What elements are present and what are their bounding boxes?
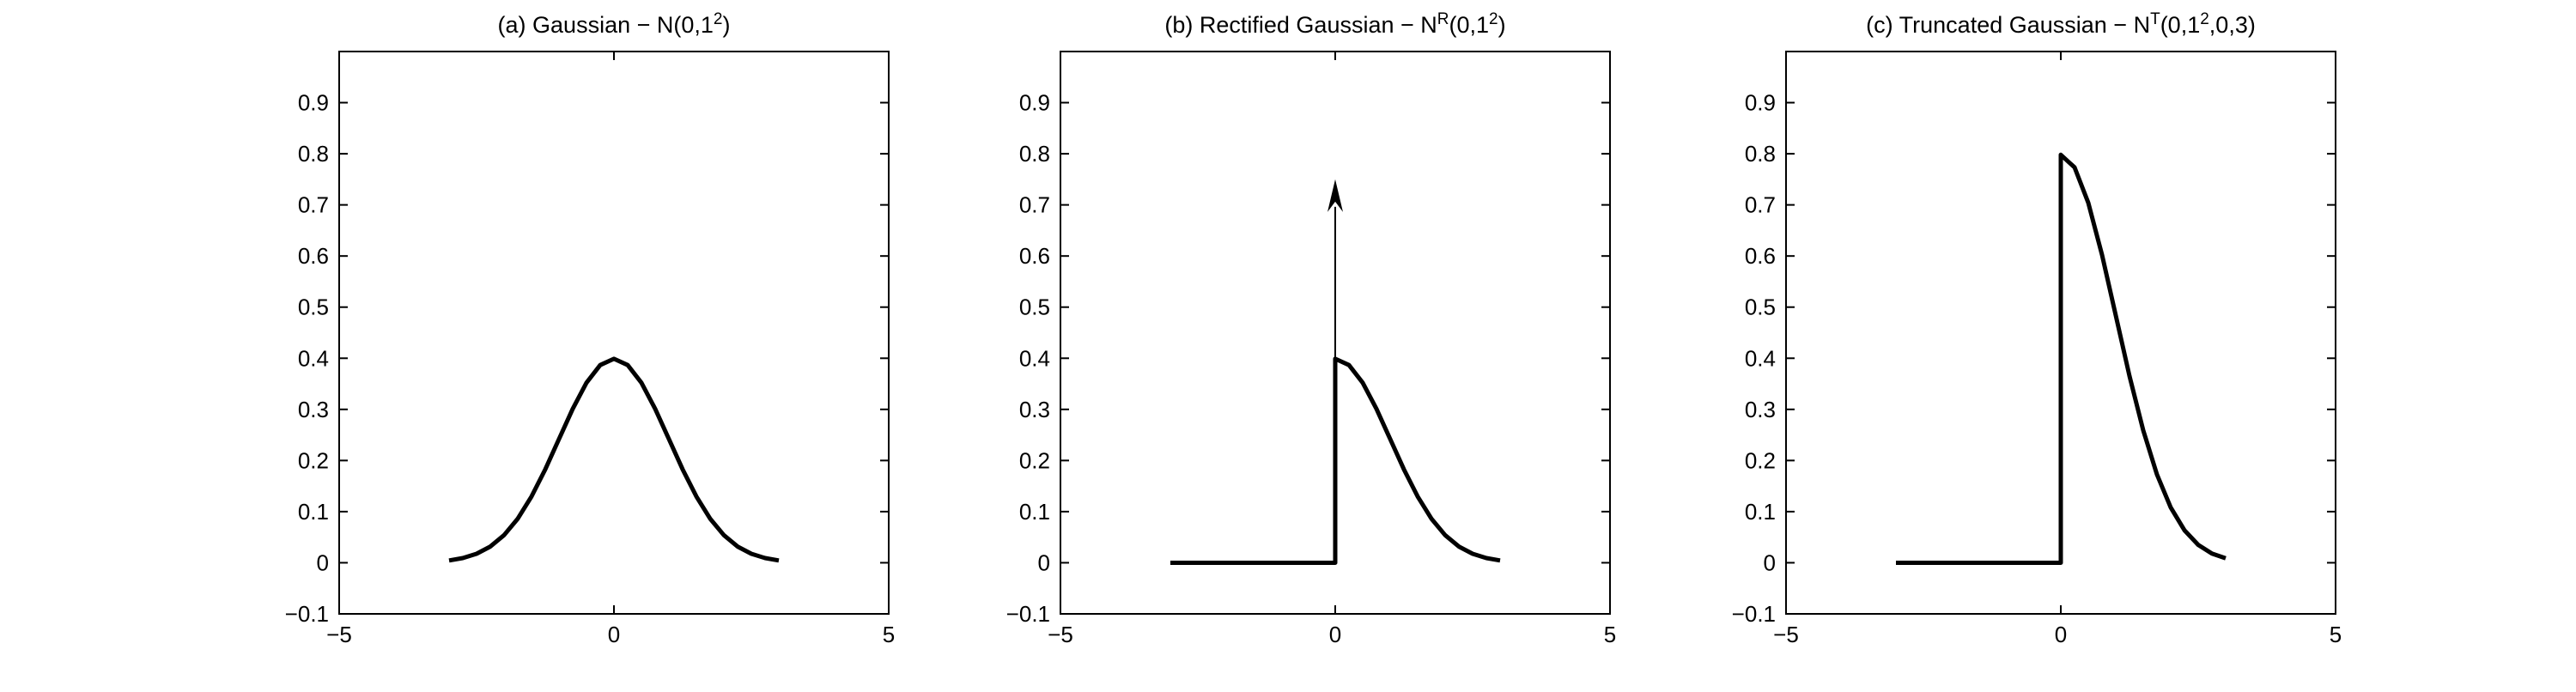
x-tick-label: −5	[326, 622, 352, 647]
x-tick-label: 5	[2330, 622, 2342, 647]
y-tick-label: 0	[1038, 549, 1050, 575]
series-line	[448, 356, 780, 563]
title-text: ,0,3)	[2209, 12, 2256, 38]
y-tick-label: 0.1	[298, 499, 329, 525]
y-tick-label: 0.3	[1019, 397, 1050, 422]
x-tick-label: 0	[2055, 622, 2067, 647]
axes-frame	[338, 51, 890, 615]
y-tick-label: 0.9	[298, 90, 329, 116]
y-tick-label: 0.6	[1745, 243, 1776, 269]
y-tick-label: 0.8	[1745, 141, 1776, 167]
y-tick-label: 0.4	[1745, 345, 1776, 371]
title-text: )	[1498, 12, 1506, 38]
y-tick-label: 0.6	[1019, 243, 1050, 269]
y-tick-label: −0.1	[285, 601, 329, 627]
y-tick-label: 0	[1764, 549, 1776, 575]
panel-title: (a) Gaussian − N(0,12)	[498, 10, 731, 38]
title-text: )	[722, 12, 730, 38]
panel-c: (c) Truncated Gaussian − NT(0,12,0,3) −0.…	[1732, 10, 2342, 647]
title-superscript: 2	[2200, 10, 2209, 28]
x-tick-label: 5	[1604, 622, 1616, 647]
title-text: (c) Truncated Gaussian − N	[1866, 12, 2150, 38]
y-tick-label: −0.1	[1006, 601, 1050, 627]
y-tick-label: 0	[317, 549, 329, 575]
title-superscript: 2	[1489, 10, 1498, 28]
series-line	[1896, 152, 2227, 565]
panel-title: (b) Rectified Gaussian − NR(0,12)	[1164, 10, 1505, 38]
title-text: (0,1	[2160, 12, 2201, 38]
y-tick-label: 0.7	[1745, 192, 1776, 218]
x-tick-label: 0	[1329, 622, 1341, 647]
y-tick-label: 0.4	[1019, 345, 1050, 371]
title-superscript: R	[1437, 10, 1449, 28]
title-superscript: T	[2150, 10, 2160, 28]
y-tick-label: 0.3	[1745, 397, 1776, 422]
y-tick-label: 0.6	[298, 243, 329, 269]
impulse-arrow-head	[1327, 179, 1343, 212]
y-tick-label: 0.1	[1019, 499, 1050, 525]
y-tick-label: 0.1	[1745, 499, 1776, 525]
y-tick-label: 0.3	[298, 397, 329, 422]
y-tick-label: 0.7	[298, 192, 329, 218]
y-tick-label: 0.9	[1019, 90, 1050, 116]
x-tick-label: −5	[1773, 622, 1799, 647]
y-tick-label: 0.8	[1019, 141, 1050, 167]
y-tick-label: 0.2	[298, 447, 329, 473]
title-superscript: 2	[714, 10, 723, 28]
y-tick-label: 0.4	[298, 345, 329, 371]
y-tick-label: 0.5	[1019, 294, 1050, 320]
title-text: (a) Gaussian − N(0,1	[498, 12, 714, 38]
panels: (a) Gaussian − N(0,12)−0.100.10.20.30.40…	[285, 10, 2342, 647]
y-tick-label: 0.2	[1745, 447, 1776, 473]
y-tick-label: 0.9	[1745, 90, 1776, 116]
y-tick-label: −0.1	[1732, 601, 1776, 627]
y-tick-label: 0.5	[1745, 294, 1776, 320]
panel-b: (b) Rectified Gaussian − NR(0,12) −0.1 0 0.…	[1006, 10, 1617, 647]
panel-title: (c) Truncated Gaussian − NT(0,12,0,3)	[1866, 10, 2256, 38]
title-text: (0,1	[1449, 12, 1490, 38]
y-tick-label: 0.8	[298, 141, 329, 167]
series-line	[1170, 356, 1501, 565]
x-tick-label: 5	[883, 622, 895, 647]
title-text: (b) Rectified Gaussian − N	[1164, 12, 1437, 38]
y-tick-label: 0.2	[1019, 447, 1050, 473]
panel-a: (a) Gaussian − N(0,12) −0.1 0 0.1 0.2 0.3 0.4 0…	[285, 10, 896, 647]
y-tick-label: 0.7	[1019, 192, 1050, 218]
x-tick-label: −5	[1048, 622, 1073, 647]
y-tick-label: 0.5	[298, 294, 329, 320]
x-tick-label: 0	[608, 622, 620, 647]
